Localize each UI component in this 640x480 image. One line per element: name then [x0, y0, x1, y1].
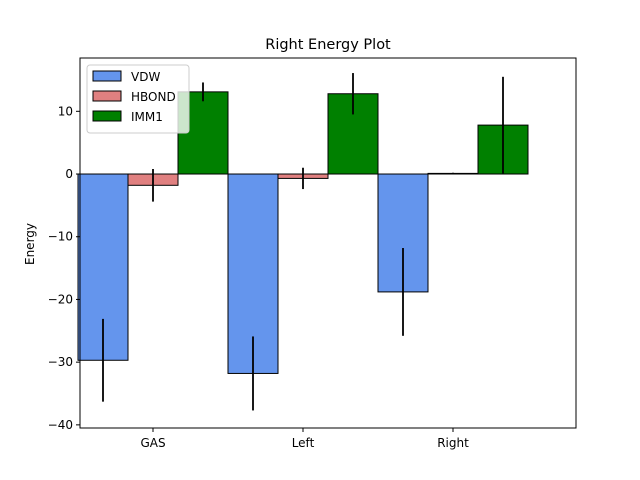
x-tick-label: GAS	[140, 436, 165, 450]
legend-swatch-imm1	[92, 110, 122, 122]
legend-swatch-hbond	[92, 90, 122, 102]
legend-label-imm1: IMM1	[131, 110, 163, 124]
x-tick-label: Left	[292, 436, 315, 450]
legend-swatch-vdw	[92, 70, 122, 82]
chart-title: Right Energy Plot	[265, 37, 391, 53]
plot-frame	[79, 57, 577, 429]
legend-label-hbond: HBOND	[131, 90, 176, 104]
y-axis-label: Energy	[23, 223, 37, 265]
y-tick-label: −30	[48, 355, 73, 369]
x-tick-label: Right	[437, 436, 469, 450]
y-tick-label: −40	[48, 418, 73, 432]
y-tick-label: 10	[58, 104, 73, 118]
legend-label-vdw: VDW	[131, 70, 160, 84]
y-tick-label: 0	[65, 167, 73, 181]
legend: VDW HBOND IMM1	[86, 64, 190, 134]
y-tick-label: −20	[48, 292, 73, 306]
y-tick-label: −10	[48, 230, 73, 244]
